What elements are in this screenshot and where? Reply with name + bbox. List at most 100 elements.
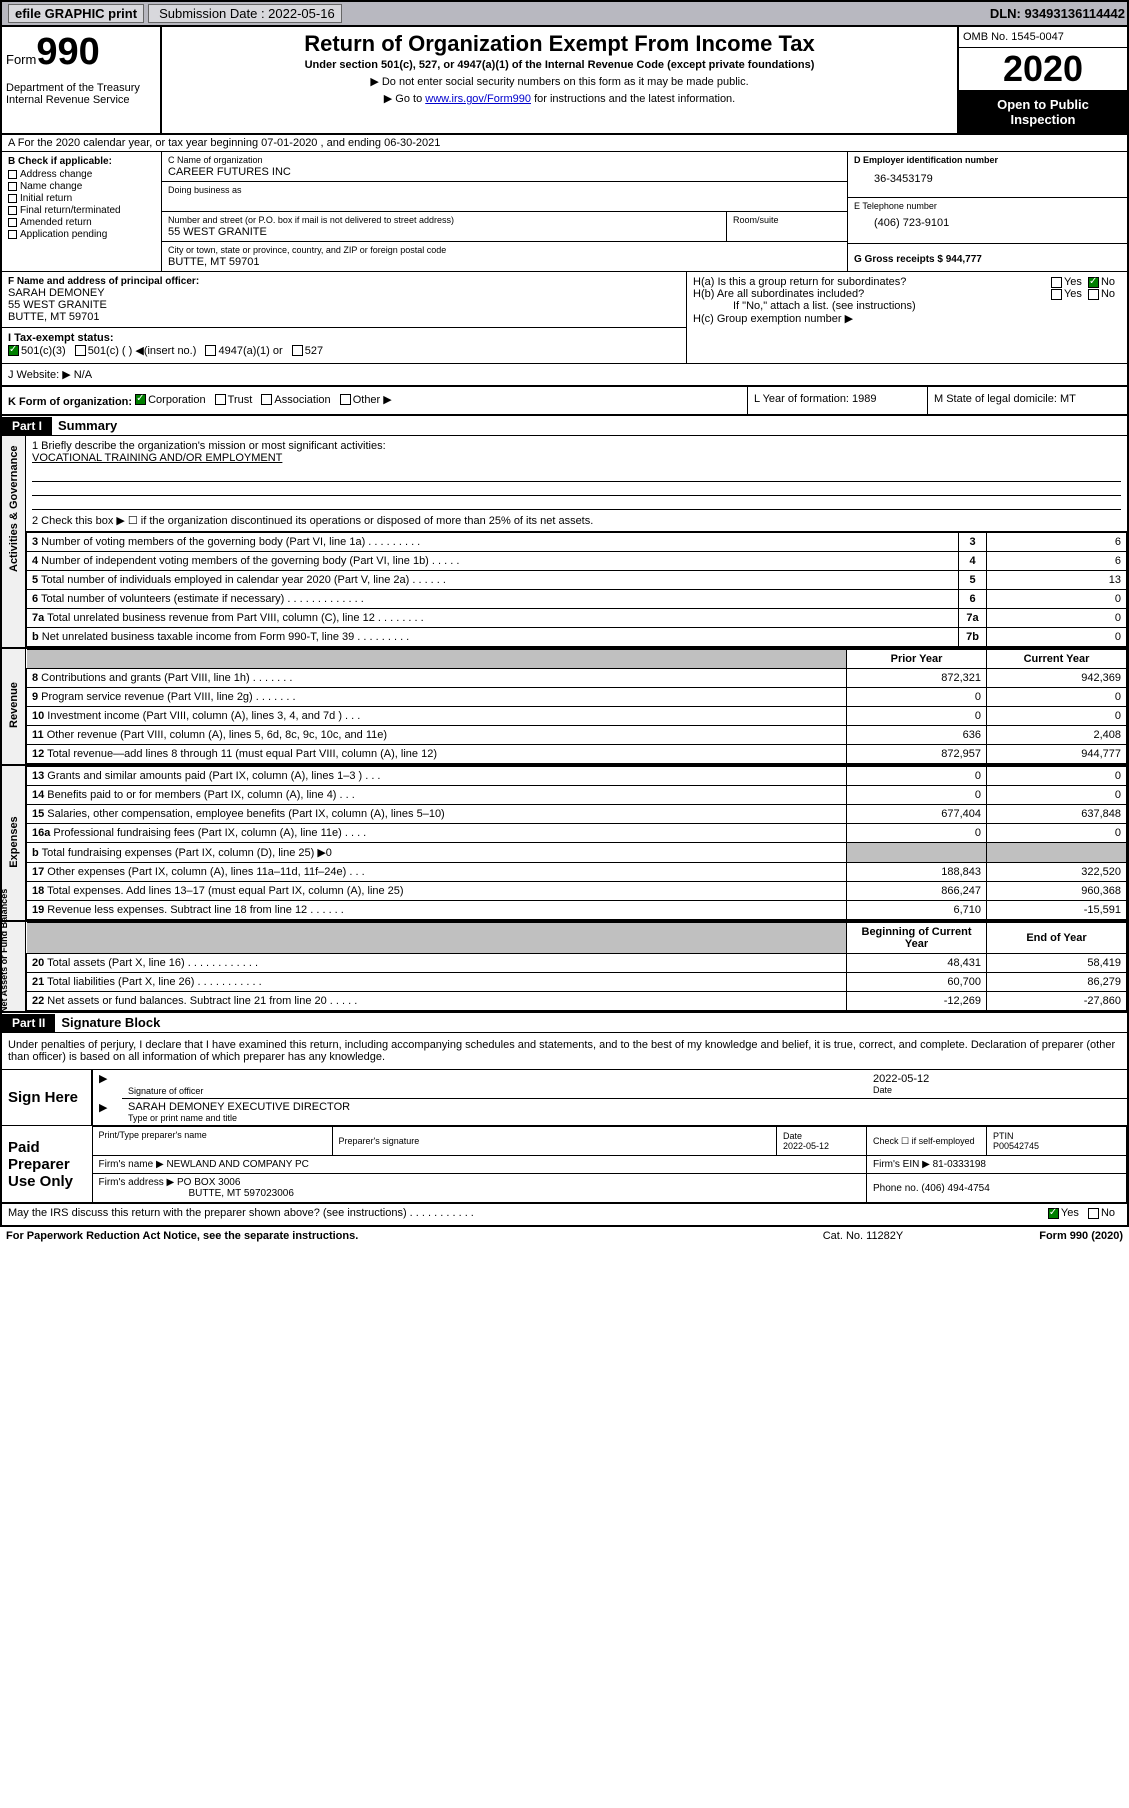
- chk-no-hb[interactable]: No: [1088, 288, 1115, 300]
- dept-irs: Internal Revenue Service: [6, 94, 156, 106]
- part1-title: Summary: [52, 416, 123, 435]
- table-row: 15 Salaries, other compensation, employe…: [27, 805, 1127, 824]
- net-table: Beginning of Current YearEnd of Year20 T…: [26, 922, 1127, 1011]
- table-row: b Net unrelated business taxable income …: [27, 628, 1127, 647]
- table-header-row: Prior YearCurrent Year: [27, 650, 1127, 669]
- chk-assoc[interactable]: Association: [261, 394, 330, 406]
- checkbox-item[interactable]: Initial return: [8, 193, 155, 204]
- check-icon: [135, 394, 146, 405]
- chk-no-ha[interactable]: No: [1088, 276, 1115, 288]
- note-link: ▶ Go to www.irs.gov/Form990 for instruct…: [166, 92, 953, 105]
- table-row: 9 Program service revenue (Part VIII, li…: [27, 688, 1127, 707]
- chk-trust[interactable]: Trust: [215, 394, 253, 406]
- cell-ein: D Employer identification number 36-3453…: [848, 152, 1127, 198]
- topbar: efile GRAPHIC print Submission Date : 20…: [2, 2, 1127, 27]
- row-m: M State of legal domicile: MT: [927, 387, 1127, 414]
- blank-line: [32, 496, 1121, 510]
- col-h: H(a) Is this a group return for subordin…: [687, 272, 1127, 363]
- footer: For Paperwork Reduction Act Notice, see …: [0, 1227, 1129, 1245]
- form-container: efile GRAPHIC print Submission Date : 20…: [0, 0, 1129, 1227]
- checkbox-item[interactable]: Amended return: [8, 217, 155, 228]
- col-de: D Employer identification number 36-3453…: [847, 152, 1127, 271]
- table-row: 12 Total revenue—add lines 8 through 11 …: [27, 745, 1127, 764]
- chk-501c[interactable]: 501(c) ( ) ◀(insert no.): [75, 344, 197, 357]
- section-revenue: Revenue Prior YearCurrent Year8 Contribu…: [2, 649, 1127, 766]
- row-j: J Website: ▶ N/A: [2, 364, 1127, 387]
- col-b-label: B Check if applicable:: [8, 156, 155, 167]
- declaration: Under penalties of perjury, I declare th…: [2, 1033, 1127, 1069]
- submission-btn[interactable]: Submission Date : 2022-05-16: [148, 4, 342, 23]
- checkbox-item[interactable]: Application pending: [8, 229, 155, 240]
- chk-discuss-no[interactable]: No: [1088, 1207, 1115, 1219]
- table-row: 11 Other revenue (Part VIII, column (A),…: [27, 726, 1127, 745]
- chk-4947[interactable]: 4947(a)(1) or: [205, 345, 282, 357]
- sidebar-rev: Revenue: [2, 649, 26, 764]
- table-row: 17 Other expenses (Part IX, column (A), …: [27, 863, 1127, 882]
- cell-name: C Name of organization CAREER FUTURES IN…: [162, 152, 847, 182]
- sidebar-gov: Activities & Governance: [2, 436, 26, 647]
- checkbox-item[interactable]: Address change: [8, 169, 155, 180]
- table-row: 13 Grants and similar amounts paid (Part…: [27, 767, 1127, 786]
- col-f: F Name and address of principal officer:…: [2, 272, 687, 363]
- sign-here-label: Sign Here: [2, 1070, 92, 1126]
- note-ssn: ▶ Do not enter social security numbers o…: [166, 75, 953, 88]
- chk-501c3[interactable]: 501(c)(3): [8, 345, 66, 357]
- section-a: A For the 2020 calendar year, or tax yea…: [2, 135, 1127, 152]
- header-right: OMB No. 1545-0047 2020 Open to Public In…: [957, 27, 1127, 133]
- chk-yes-hb[interactable]: Yes: [1051, 288, 1082, 300]
- cell-gross: G Gross receipts $ 944,777: [848, 244, 1127, 268]
- exp-table: 13 Grants and similar amounts paid (Part…: [26, 766, 1127, 920]
- line1: 1 Briefly describe the organization's mi…: [26, 436, 1127, 468]
- cat-no: Cat. No. 11282Y: [763, 1230, 963, 1242]
- header-center: Return of Organization Exempt From Incom…: [162, 27, 957, 133]
- open-inspection: Open to Public Inspection: [959, 91, 1127, 133]
- arrow-icon: ▶: [92, 1070, 122, 1099]
- table-row: 8 Contributions and grants (Part VIII, l…: [27, 669, 1127, 688]
- table-row: 19 Revenue less expenses. Subtract line …: [27, 901, 1127, 920]
- line2: 2 Check this box ▶ ☐ if the organization…: [26, 510, 1127, 532]
- table-row: 10 Investment income (Part VIII, column …: [27, 707, 1127, 726]
- checkbox-item[interactable]: Final return/terminated: [8, 205, 155, 216]
- blank-line: [32, 468, 1121, 482]
- row-l: L Year of formation: 1989: [747, 387, 927, 414]
- paperwork-notice: For Paperwork Reduction Act Notice, see …: [6, 1230, 763, 1242]
- dln: DLN: 93493136114442: [990, 6, 1125, 21]
- form-number: Form990: [6, 31, 156, 74]
- part1-header: Part I Summary: [2, 416, 1127, 436]
- header-left: Form990 Department of the Treasury Inter…: [2, 27, 162, 133]
- cell-city: City or town, state or province, country…: [162, 242, 847, 271]
- discuss-row: May the IRS discuss this return with the…: [2, 1203, 1127, 1225]
- table-header-row: Beginning of Current YearEnd of Year: [27, 923, 1127, 954]
- rev-table: Prior YearCurrent Year8 Contributions an…: [26, 649, 1127, 764]
- part2-title: Signature Block: [55, 1013, 166, 1032]
- block-bcd: B Check if applicable: Address changeNam…: [2, 152, 1127, 271]
- sign-here-table: Sign Here ▶ Signature of officer 2022-05…: [2, 1069, 1127, 1126]
- section-expenses: Expenses 13 Grants and similar amounts p…: [2, 766, 1127, 922]
- efile-btn[interactable]: efile GRAPHIC print: [8, 4, 144, 23]
- row-k-form: K Form of organization: Corporation Trus…: [2, 387, 747, 414]
- blank-line: [32, 482, 1121, 496]
- col-c: C Name of organization CAREER FUTURES IN…: [162, 152, 847, 271]
- cell-phone: E Telephone number (406) 723-9101: [848, 198, 1127, 244]
- table-row: 16a Professional fundraising fees (Part …: [27, 824, 1127, 843]
- chk-discuss-yes[interactable]: Yes: [1048, 1207, 1079, 1219]
- table-row: 3 Number of voting members of the govern…: [27, 533, 1127, 552]
- dept-treasury: Department of the Treasury: [6, 82, 156, 94]
- section-netassets: Net Assets or Fund Balances Beginning of…: [2, 922, 1127, 1013]
- check-icon: [8, 345, 19, 356]
- cell-addr: Number and street (or P.O. box if mail i…: [162, 212, 847, 242]
- table-row: b Total fundraising expenses (Part IX, c…: [27, 843, 1127, 863]
- chk-527[interactable]: 527: [292, 345, 323, 357]
- part2-badge: Part II: [2, 1014, 55, 1032]
- chk-yes-ha[interactable]: Yes: [1051, 276, 1082, 288]
- irs-link[interactable]: www.irs.gov/Form990: [425, 93, 531, 105]
- table-row: 5 Total number of individuals employed i…: [27, 571, 1127, 590]
- table-row: 6 Total number of volunteers (estimate i…: [27, 590, 1127, 609]
- chk-other[interactable]: Other ▶: [340, 393, 392, 406]
- row-i-label: I Tax-exempt status:: [8, 332, 114, 344]
- part1-badge: Part I: [2, 417, 52, 435]
- form-subtitle: Under section 501(c), 527, or 4947(a)(1)…: [166, 59, 953, 71]
- paid-preparer-table: Paid Preparer Use Only Print/Type prepar…: [2, 1126, 1127, 1203]
- checkbox-item[interactable]: Name change: [8, 181, 155, 192]
- chk-corp[interactable]: Corporation: [135, 394, 205, 406]
